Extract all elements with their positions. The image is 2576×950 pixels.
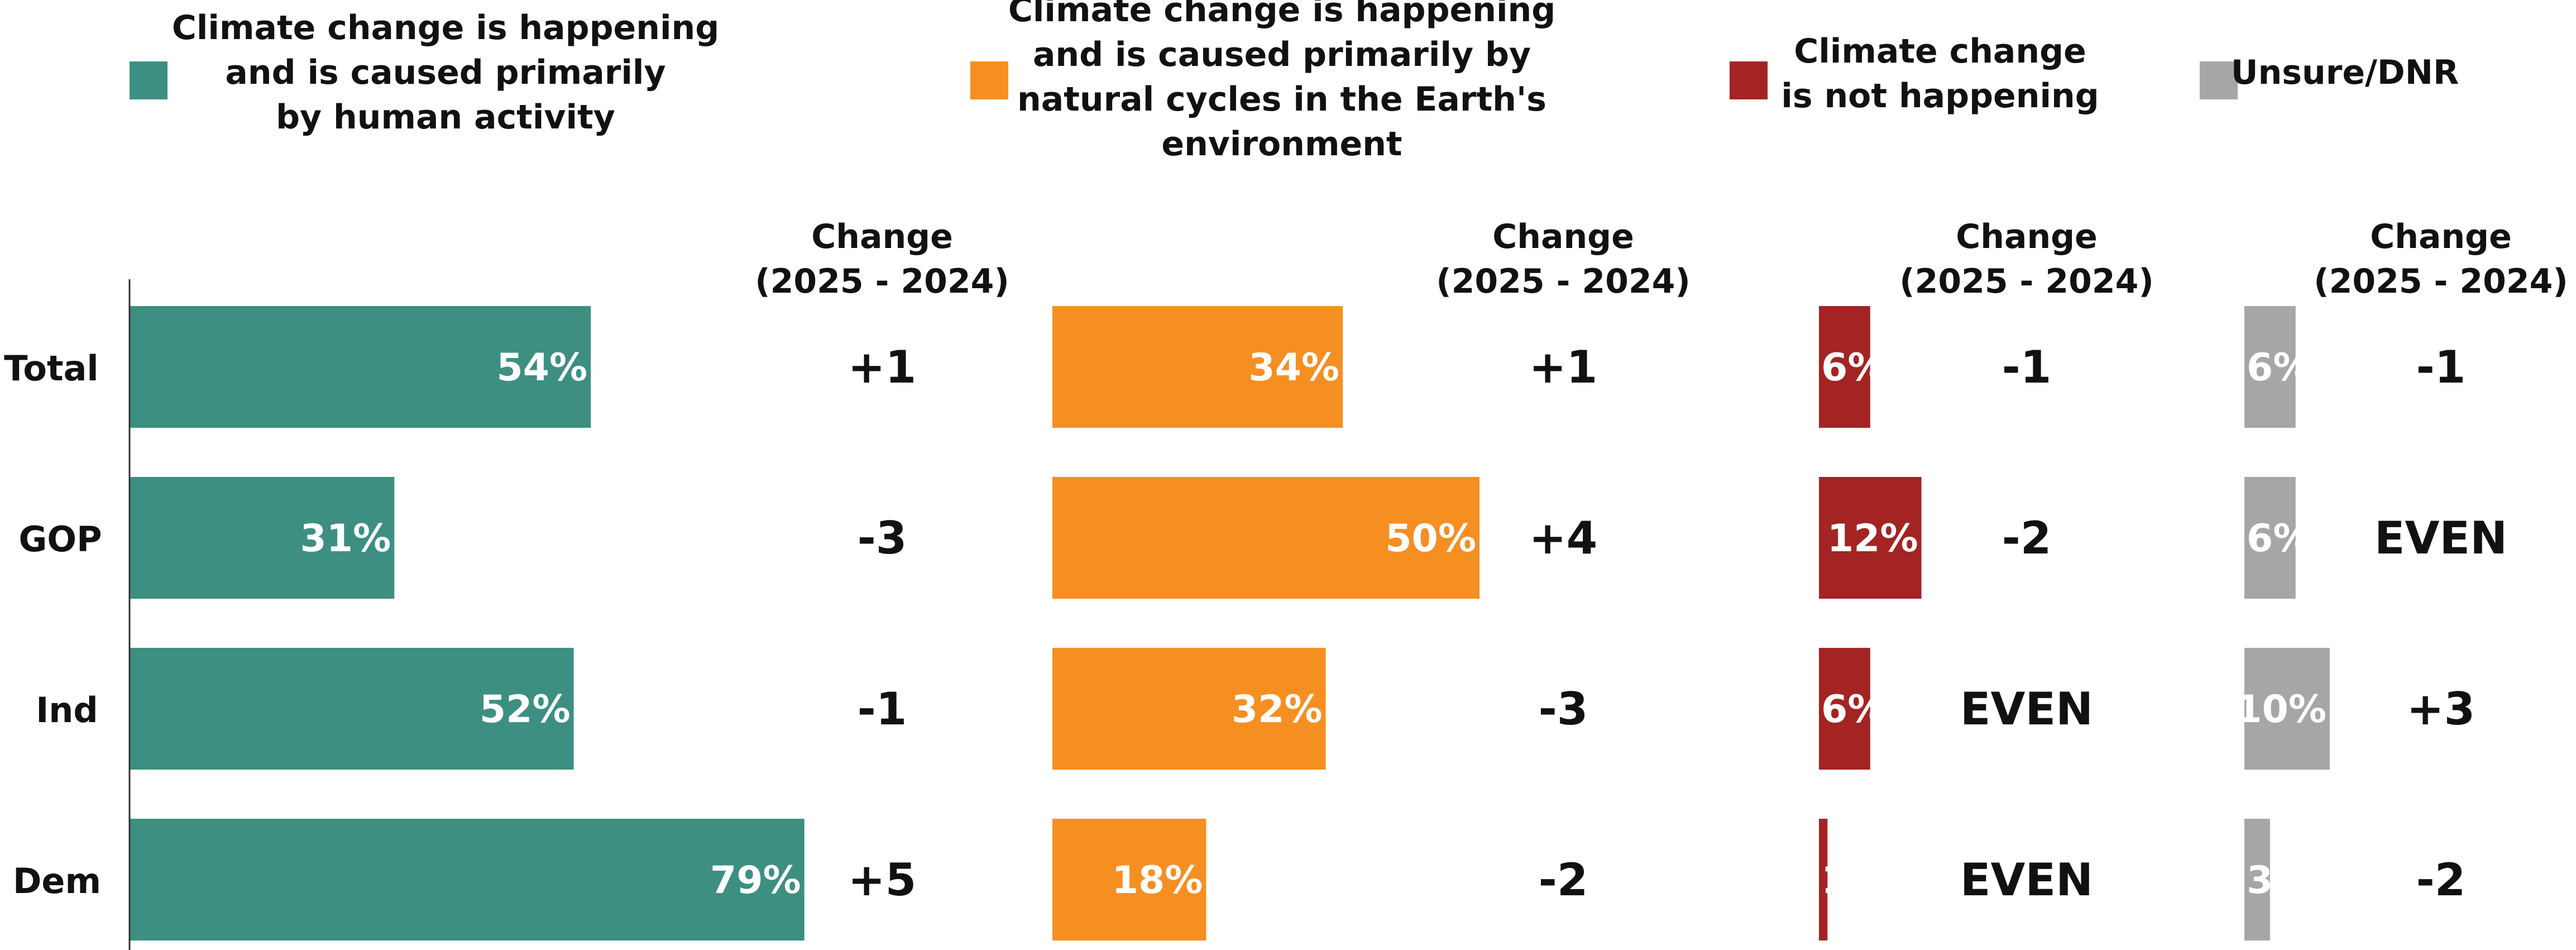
change-value: -2 (2002, 512, 2052, 564)
bar-value-label: 52% (480, 688, 571, 732)
legend-label-line: by human activity (276, 98, 615, 137)
change-value: -3 (1539, 683, 1588, 735)
change-value: +5 (848, 854, 917, 906)
change-header-line: Change (1492, 217, 1634, 256)
legend-item: Climate change is happening and is caused… (130, 8, 719, 137)
category-label: Ind (36, 690, 98, 731)
bar-value-label: 6% (1821, 346, 1885, 390)
row-labels: Total GOP Ind Dem (4, 279, 131, 950)
bar (1052, 819, 1206, 941)
bar-value-label: 3% (2247, 858, 2311, 903)
legend-label-line: Climate change is happening (1008, 0, 1555, 30)
panel: Change (2025 - 2024) 54% +1 31% -3 52% -1 79% +5 (130, 217, 1009, 941)
bar (1819, 819, 1828, 941)
change-value: EVEN (1960, 854, 2093, 906)
bar-value-label: 79% (710, 858, 801, 903)
bar-value-label: 1% (1821, 858, 1885, 903)
legend-label-line: environment (1161, 125, 1402, 164)
panel: Change (2025 - 2024) 6% -1 6% EVEN 10% +3 3% -2 (2235, 217, 2568, 941)
legend-swatch (1730, 61, 1768, 99)
bar (1052, 306, 1343, 428)
bar-value-label: 6% (1821, 688, 1885, 732)
bar-value-label: 32% (1232, 688, 1323, 732)
category-label: Total (4, 348, 98, 389)
bar-value-label: 6% (2247, 346, 2311, 390)
legend-label-line: is not happening (1781, 77, 2099, 116)
change-header-line: Change (1956, 217, 2098, 256)
legend-swatch (130, 61, 167, 99)
bar-value-label: 18% (1112, 858, 1203, 903)
bar (130, 306, 591, 428)
bar (2244, 819, 2270, 941)
bar (2244, 648, 2330, 770)
bar (1819, 477, 1922, 599)
bar (130, 819, 805, 941)
legend-swatch (2200, 61, 2238, 99)
legend-label-line: Climate change is happening (172, 8, 719, 47)
change-header-line: (2025 - 2024) (1436, 262, 1691, 301)
bar-value-label: 31% (300, 517, 391, 561)
bar (1052, 648, 1326, 770)
change-header-line: (2025 - 2024) (2314, 262, 2568, 301)
change-header-line: (2025 - 2024) (755, 262, 1009, 301)
panel: Change (2025 - 2024) 6% -1 12% -2 6% EVEN 1% EVEN (1819, 217, 2154, 941)
change-value: EVEN (1960, 683, 2093, 735)
bar-value-label: 54% (496, 346, 587, 390)
change-value: +1 (1529, 341, 1598, 393)
category-label: GOP (18, 519, 102, 560)
legend-label-line: Climate change (1794, 32, 2086, 71)
legend-label-line: and is caused primarily by (1033, 35, 1531, 74)
bar-value-label: 34% (1248, 346, 1339, 390)
legend-item: Climate change is not happening (1730, 32, 2099, 116)
bar (2244, 306, 2296, 428)
change-value: -1 (858, 683, 907, 735)
change-value: -2 (1539, 854, 1588, 906)
change-value: -2 (2416, 854, 2466, 906)
change-value: EVEN (2374, 512, 2507, 564)
bar (130, 648, 574, 770)
legend-item: Unsure/DNR (2200, 53, 2459, 99)
change-header-line: Change (2370, 217, 2512, 256)
category-label: Dem (13, 861, 101, 901)
change-value: +1 (848, 341, 917, 393)
change-value: -3 (858, 512, 907, 564)
chart-panels: Change(2025 - 2024)54% +131% -352% -179% +5C… (130, 217, 2568, 941)
bar (1052, 477, 1479, 599)
change-value: +4 (1529, 512, 1598, 564)
panel: Change (2025 - 2024) 34% +1 50% +4 32% -3 18% -2 (1052, 217, 1691, 941)
change-value: +3 (2407, 683, 2476, 735)
bar-value-label: 50% (1385, 517, 1476, 561)
change-header-line: Change (811, 217, 953, 256)
legend: Climate change is happening and is caused… (130, 0, 2459, 164)
bar (130, 477, 395, 599)
legend-label-line: Unsure/DNR (2231, 53, 2459, 92)
bar-value-label: 12% (1827, 517, 1918, 561)
change-value: -1 (2416, 341, 2466, 393)
bar-value-label: 6% (2247, 517, 2311, 561)
legend-swatch (970, 61, 1008, 99)
change-header-line: (2025 - 2024) (1899, 262, 2154, 301)
bar (2244, 477, 2296, 599)
legend-label-line: natural cycles in the Earth's (1017, 80, 1546, 119)
bar (1819, 648, 1870, 770)
legend-item: Climate change is happening and is caused… (970, 0, 1555, 164)
bar-value-label: 10% (2235, 688, 2326, 732)
bar (1819, 306, 1870, 428)
change-value: -1 (2002, 341, 2052, 393)
legend-label-line: and is caused primarily (225, 53, 665, 92)
